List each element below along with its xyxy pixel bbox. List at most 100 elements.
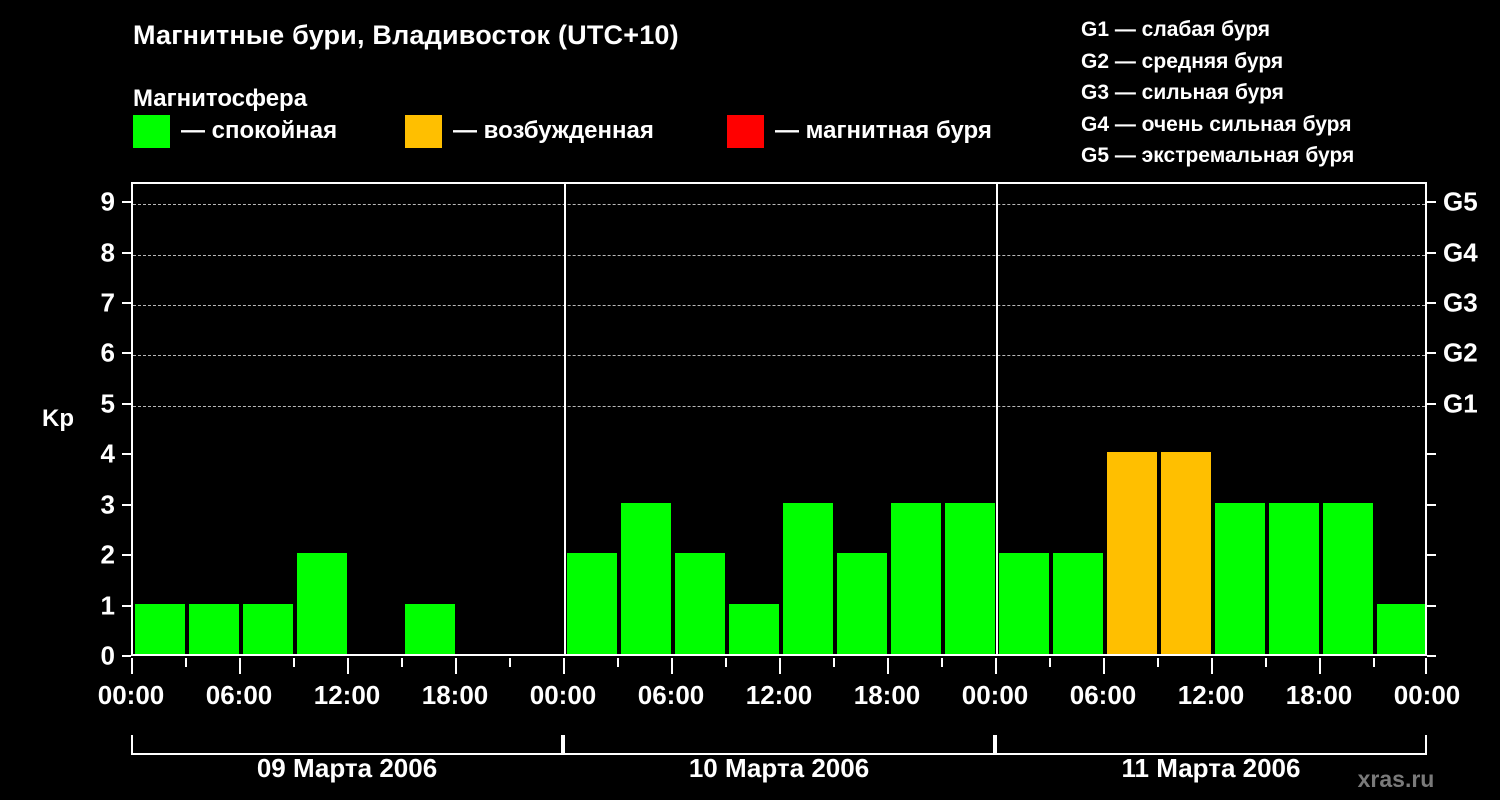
y-tick-mark-3: [122, 503, 131, 506]
y-tick-mark-right-5: [1427, 402, 1436, 405]
g-scale-row-5: G5 — экстремальная буря: [1081, 144, 1355, 167]
y-tick-mark-right-0: [1427, 655, 1436, 657]
y-tick-label-7: 7: [100, 287, 115, 318]
x-axis-label: 12:00: [313, 680, 381, 710]
legend-entry-calm: — спокойная: [133, 114, 337, 148]
gridline-kp-5: [133, 405, 1425, 407]
x-axis-label: 00:00: [97, 680, 165, 710]
kp-bar: [729, 603, 779, 654]
kp-bar: [1215, 502, 1265, 654]
x-tick-minor: [725, 658, 727, 667]
plot-inner: [133, 184, 1425, 654]
kp-bar: [1161, 452, 1211, 654]
x-tick-major: [671, 658, 673, 674]
y-tick-mark-8: [122, 251, 131, 254]
x-tick-minor: [833, 658, 835, 667]
x-axis-label: 00:00: [961, 680, 1029, 710]
gridline-kp-6: [133, 355, 1425, 357]
x-axis-label: 12:00: [1177, 680, 1245, 710]
y-tick-mark-right-1: [1427, 604, 1436, 607]
x-tick-major: [779, 658, 781, 674]
kp-bar: [675, 553, 725, 654]
x-tick-minor: [1373, 658, 1375, 667]
x-axis-label: 00:00: [529, 680, 597, 710]
x-tick-minor: [185, 658, 187, 667]
y-tick-mark-6: [122, 352, 131, 355]
plot-area: [131, 182, 1427, 656]
day-label-1: 09 Марта 2006: [256, 753, 438, 783]
g-scale-row-3: G3 — сильная буря: [1081, 81, 1284, 104]
x-axis-label: 06:00: [1069, 680, 1137, 710]
y-tick-label-4: 4: [100, 438, 115, 469]
x-tick-minor: [1157, 658, 1159, 667]
y-tick-label-8: 8: [100, 237, 115, 268]
x-tick-major: [563, 658, 565, 674]
y-tick-mark-7: [122, 302, 131, 305]
g-scale-row-4: G4 — очень сильная буря: [1081, 112, 1352, 136]
x-axis-label: 12:00: [745, 680, 813, 710]
kp-bar: [189, 603, 239, 654]
y-axis-right-ticks: [1427, 182, 1436, 657]
g-scale-legend: G1 — слабая буря G2 — средняя буря G3 — си…: [1081, 14, 1354, 172]
x-tick-minor: [617, 658, 619, 667]
day-bracket-2: [563, 735, 995, 755]
x-axis-label: 06:00: [637, 680, 705, 710]
kp-bar: [1053, 553, 1103, 654]
y-tick-mark-5: [122, 402, 131, 405]
y-tick-label-2: 2: [100, 539, 115, 570]
y-tick-label-3: 3: [100, 489, 115, 520]
kp-bar: [999, 553, 1049, 654]
x-tick-minor: [941, 658, 943, 667]
kp-bar: [1377, 603, 1425, 654]
x-axis-label: 00:00: [1393, 680, 1461, 710]
x-axis-label: 18:00: [421, 680, 489, 710]
watermark: xras.ru: [1357, 766, 1435, 792]
kp-bar: [567, 553, 617, 654]
y-axis-title: Kp: [42, 405, 74, 432]
y-tick-label-5: 5: [100, 388, 115, 419]
gridline-kp-7: [133, 305, 1425, 307]
y-axis-left-ticks: [122, 182, 131, 657]
y-tick-mark-right-7: [1427, 302, 1436, 305]
x-tick-minor: [293, 658, 295, 667]
day-label-3: 11 Марта 2006: [1121, 753, 1301, 783]
y-tick-mark-right-4: [1427, 453, 1436, 456]
g-scale-row-2: G2 — средняя буря: [1081, 49, 1284, 73]
y-tick-label-0: 0: [100, 640, 115, 671]
x-tick-major: [347, 658, 349, 674]
x-axis-label: 06:00: [205, 680, 273, 710]
x-tick-major: [1425, 658, 1427, 674]
y-tick-mark-right-9: [1427, 201, 1436, 204]
x-tick-major: [239, 658, 241, 674]
y-tick-label-9: 9: [100, 186, 115, 217]
day-separator-2: [996, 184, 998, 654]
legend-swatch-calm: [133, 114, 170, 148]
kp-bar: [837, 553, 887, 654]
day-brackets: [131, 735, 1427, 757]
kp-bar: [1269, 502, 1319, 654]
y-axis-left-labels: 0 1 2 3 4 5 6 7 8 9: [83, 182, 115, 671]
kp-bar: [945, 502, 995, 654]
x-tick-major: [995, 658, 997, 674]
kp-bar: [405, 603, 455, 654]
x-axis-label: 18:00: [853, 680, 921, 710]
y-tick-label-1: 1: [100, 590, 115, 621]
x-tick-major: [131, 658, 133, 674]
y-tick-mark-2: [122, 554, 131, 557]
kp-bar: [1323, 502, 1373, 654]
x-axis-label: 18:00: [1285, 680, 1353, 710]
legend-swatch-storm: [727, 114, 764, 148]
day-labels: 09 Марта 2006 10 Марта 2006 11 Марта 2006: [131, 753, 1427, 793]
x-tick-minor: [1265, 658, 1267, 667]
x-tick-minor: [401, 658, 403, 667]
x-axis-labels: 00:00 06:00 12:00 18:00 00:00 06:00 12:00 18:00…: [98, 680, 1461, 714]
page-title: Магнитные бури, Владивосток (UTC+10): [133, 20, 679, 50]
y-tick-mark-1: [122, 604, 131, 607]
g-axis-label-g3: G3: [1443, 287, 1478, 318]
y-tick-mark-right-8: [1427, 251, 1436, 254]
legend-entry-storm: — магнитная буря: [727, 114, 992, 148]
kp-bar: [297, 553, 347, 654]
g-axis-label-g5: G5: [1443, 186, 1478, 217]
kp-bar: [783, 502, 833, 654]
x-tick-major: [455, 658, 457, 674]
